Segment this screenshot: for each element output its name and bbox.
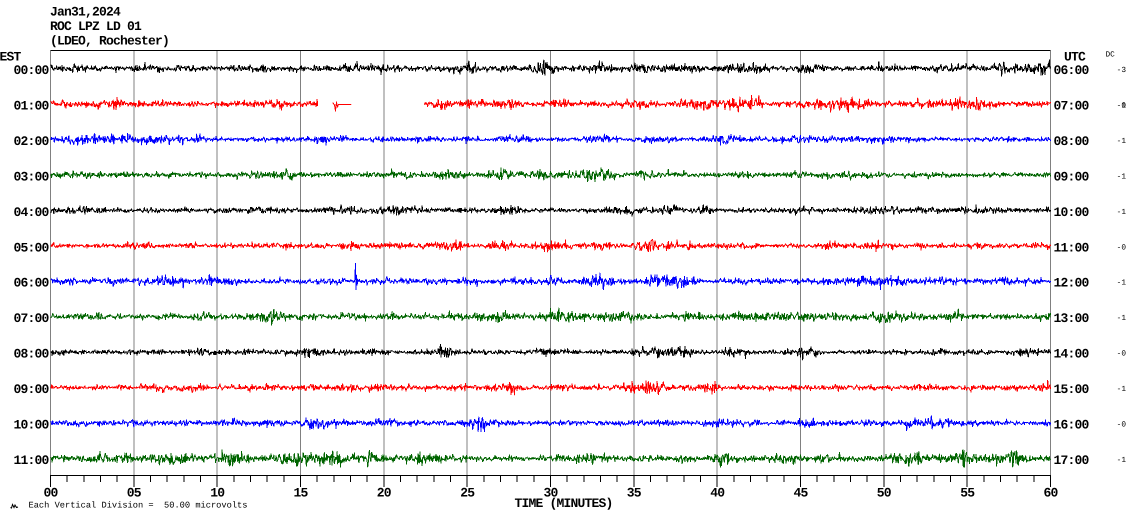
svg-text:40: 40 bbox=[710, 486, 725, 501]
svg-text:07:00: 07:00 bbox=[1054, 99, 1090, 114]
svg-text:01:00: 01:00 bbox=[13, 99, 49, 114]
svg-text:00:00: 00:00 bbox=[13, 63, 49, 78]
svg-text:DC: DC bbox=[1106, 51, 1116, 60]
svg-text:Jan31,2024: Jan31,2024 bbox=[50, 5, 121, 20]
svg-text:45: 45 bbox=[793, 486, 808, 501]
svg-text:05:00: 05:00 bbox=[13, 240, 49, 255]
svg-text:08:00: 08:00 bbox=[1054, 134, 1090, 149]
svg-text:15: 15 bbox=[293, 486, 308, 501]
svg-text:00: 00 bbox=[43, 486, 58, 501]
svg-text:-1: -1 bbox=[1117, 314, 1127, 323]
svg-text:UTC: UTC bbox=[1064, 50, 1086, 65]
svg-text:11:00: 11:00 bbox=[13, 453, 49, 468]
svg-text:60: 60 bbox=[1043, 486, 1058, 501]
svg-text:50: 50 bbox=[877, 486, 892, 501]
svg-text:-1: -1 bbox=[1117, 137, 1127, 146]
svg-text:-3: -3 bbox=[1117, 66, 1127, 75]
svg-text:25: 25 bbox=[460, 486, 475, 501]
svg-text:17:00: 17:00 bbox=[1054, 453, 1090, 468]
svg-text:-1: -1 bbox=[1117, 456, 1127, 465]
svg-text:20: 20 bbox=[377, 486, 392, 501]
svg-text:09:00: 09:00 bbox=[13, 382, 49, 397]
svg-text:-1: -1 bbox=[1117, 279, 1127, 288]
svg-text:02:00: 02:00 bbox=[13, 134, 49, 149]
svg-text:-1: -1 bbox=[1117, 385, 1127, 394]
svg-text:05: 05 bbox=[127, 486, 142, 501]
svg-text:-0: -0 bbox=[1117, 102, 1127, 111]
svg-text:06:00: 06:00 bbox=[1054, 63, 1090, 78]
svg-text:TIME (MINUTES): TIME (MINUTES) bbox=[515, 496, 613, 511]
svg-text:09:00: 09:00 bbox=[1054, 169, 1090, 184]
svg-text:07:00: 07:00 bbox=[13, 311, 49, 326]
svg-text:12:00: 12:00 bbox=[1054, 276, 1090, 291]
svg-text:35: 35 bbox=[627, 486, 642, 501]
svg-text:ROC LPZ LD 01: ROC LPZ LD 01 bbox=[50, 19, 142, 34]
svg-text:04:00: 04:00 bbox=[13, 205, 49, 220]
svg-text:-0: -0 bbox=[1117, 421, 1127, 430]
svg-text:-0: -0 bbox=[1117, 350, 1127, 359]
svg-text:1: 1 bbox=[1121, 102, 1126, 111]
svg-text:15:00: 15:00 bbox=[1054, 382, 1090, 397]
svg-text:10: 10 bbox=[210, 486, 225, 501]
svg-text:14:00: 14:00 bbox=[1054, 347, 1090, 362]
svg-text:08:00: 08:00 bbox=[13, 347, 49, 362]
svg-text:-1: -1 bbox=[1117, 172, 1127, 181]
svg-text:-1: -1 bbox=[1117, 208, 1127, 217]
svg-text:13:00: 13:00 bbox=[1054, 311, 1090, 326]
svg-text:06:00: 06:00 bbox=[13, 276, 49, 291]
svg-text:(LDEO, Rochester): (LDEO, Rochester) bbox=[50, 34, 169, 49]
svg-text:Each Vertical Division = 50.0: Each Vertical Division = 50.00 microvolt… bbox=[29, 501, 248, 511]
svg-text:11:00: 11:00 bbox=[1054, 240, 1090, 255]
svg-text:30: 30 bbox=[543, 486, 558, 501]
svg-text:03:00: 03:00 bbox=[13, 169, 49, 184]
svg-text:-0: -0 bbox=[1117, 243, 1127, 252]
svg-text:55: 55 bbox=[960, 486, 975, 501]
svg-text:16:00: 16:00 bbox=[1054, 418, 1090, 433]
svg-text:EST: EST bbox=[0, 50, 22, 65]
svg-text:10:00: 10:00 bbox=[13, 418, 49, 433]
svg-text:10:00: 10:00 bbox=[1054, 205, 1090, 220]
